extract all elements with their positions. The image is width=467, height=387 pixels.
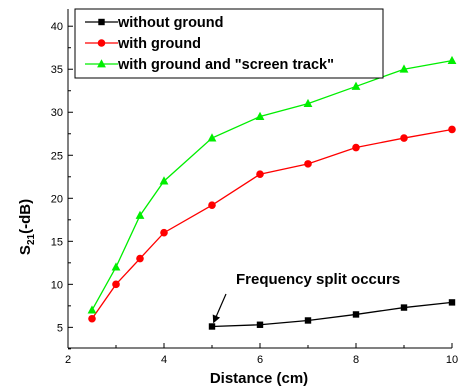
x-axis-ticks: 2 4 6 8 10 xyxy=(65,343,458,366)
y-tick-label: 20 xyxy=(51,193,63,205)
y-axis-title-rest: (-dB) xyxy=(17,199,34,234)
data-point xyxy=(256,170,264,178)
data-point xyxy=(255,111,265,120)
data-point xyxy=(256,321,264,328)
data-point xyxy=(88,314,96,323)
y-axis-title-sub: 21 xyxy=(26,233,37,245)
x-tick-label: 6 xyxy=(257,354,263,366)
data-point xyxy=(351,81,361,90)
y-tick-label: 5 xyxy=(57,322,63,334)
annotation-text: Frequency split occurs xyxy=(236,271,400,288)
legend-item-0: without ground xyxy=(85,15,224,31)
data-point xyxy=(136,254,144,263)
legend: without ground with ground with ground and… xyxy=(74,8,384,79)
legend-label: with ground xyxy=(117,36,201,52)
series-0 xyxy=(208,299,456,330)
y-tick-label: 10 xyxy=(51,279,63,291)
y-axis-title-main: S xyxy=(17,245,34,255)
data-point xyxy=(159,176,169,185)
data-point xyxy=(352,143,360,152)
series-line xyxy=(211,301,453,328)
x-tick-label: 10 xyxy=(446,354,458,366)
data-point xyxy=(304,317,312,324)
annotation-layer: Frequency split occurs xyxy=(212,271,400,324)
series-1 xyxy=(88,125,456,323)
data-point xyxy=(303,98,313,108)
data-point xyxy=(399,64,409,73)
y-tick-label: 35 xyxy=(51,64,63,76)
data-point xyxy=(160,228,168,237)
y-axis-ticks: 5 10 15 20 25 30 35 40 xyxy=(51,21,73,350)
legend-marker xyxy=(97,59,106,68)
data-point xyxy=(448,125,456,134)
data-point xyxy=(208,323,216,330)
y-tick-label: 40 xyxy=(51,21,63,33)
annotation-arrow xyxy=(212,293,227,324)
data-point xyxy=(111,262,121,271)
data-point xyxy=(112,280,120,289)
legend-marker xyxy=(97,39,106,47)
data-point xyxy=(352,311,360,318)
legend-box xyxy=(74,8,384,79)
legend-item-1: with ground xyxy=(85,36,201,52)
data-point xyxy=(135,210,145,219)
legend-label: without ground xyxy=(117,15,224,31)
data-point xyxy=(208,201,216,209)
data-point xyxy=(207,133,217,142)
x-tick-label: 8 xyxy=(353,354,359,366)
x-tick-label: 4 xyxy=(161,354,167,366)
y-tick-label: 15 xyxy=(51,236,63,248)
y-axis-title: S21(-dB) xyxy=(17,199,37,255)
data-point xyxy=(304,160,312,168)
legend-item-2: with ground and "screen track" xyxy=(85,57,334,73)
y-tick-label: 30 xyxy=(51,107,63,119)
data-point xyxy=(447,55,457,65)
x-tick-label: 2 xyxy=(65,354,71,366)
data-point xyxy=(87,305,97,314)
series-layer xyxy=(87,55,457,330)
data-point xyxy=(448,299,456,306)
series-line xyxy=(91,128,453,320)
x-axis-title: Distance (cm) xyxy=(210,370,308,387)
data-point xyxy=(400,304,408,311)
legend-label: with ground and "screen track" xyxy=(117,57,334,73)
legend-marker xyxy=(98,18,105,26)
data-point xyxy=(400,134,408,142)
y-tick-label: 25 xyxy=(51,150,63,162)
